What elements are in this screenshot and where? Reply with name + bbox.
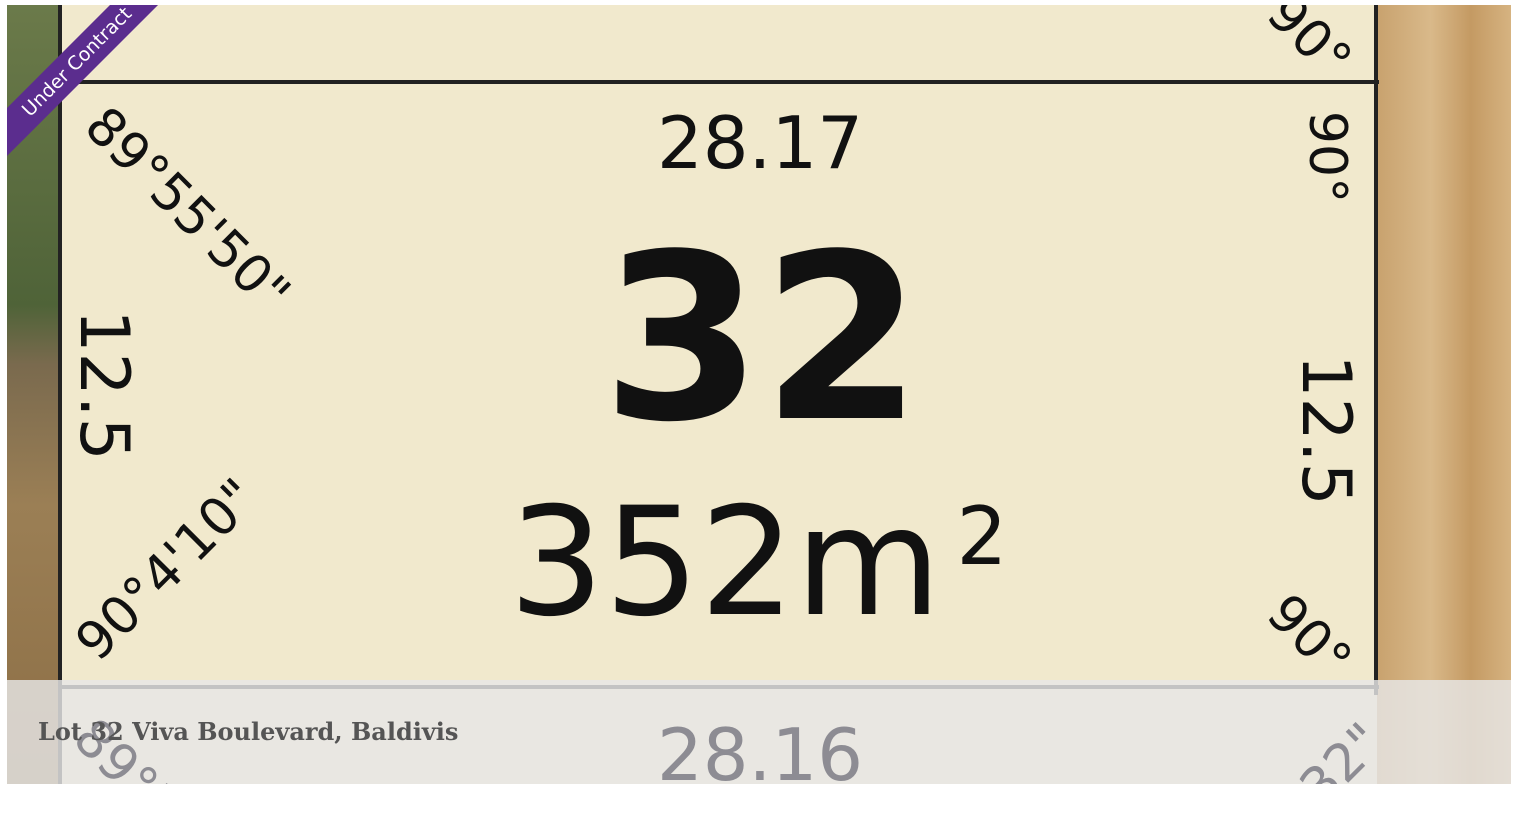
upper-right-angle: 90° [1301, 111, 1353, 203]
top-left-angle: 89°55'50" [76, 99, 299, 322]
bottom-left-angle: 90°4'10" [67, 470, 266, 669]
left-length: 12.5 [69, 309, 137, 460]
right-length: 12.5 [1291, 354, 1359, 505]
page: 28.17 32 352m 2 12.5 12.5 89°55'50" 90°4… [0, 0, 1517, 814]
lot-area: 352m [509, 488, 941, 638]
top-width: 28.17 [657, 107, 863, 179]
lot-number: 32 [602, 225, 922, 455]
top-right-angle: 90° [1258, 5, 1360, 88]
lot-boundary [58, 5, 62, 784]
listing-caption[interactable]: Lot 32 Viva Boulevard, Baldivis [38, 717, 458, 746]
area-superscript: 2 [957, 497, 1008, 577]
lot-boundary [60, 80, 1379, 84]
bottom-right-angle: 90° [1258, 586, 1360, 688]
listing-image[interactable]: 28.17 32 352m 2 12.5 12.5 89°55'50" 90°4… [7, 5, 1511, 784]
aerial-edge [1377, 5, 1511, 784]
lot-boundary [1374, 5, 1378, 695]
bottom-width: 28.16 [657, 719, 863, 784]
